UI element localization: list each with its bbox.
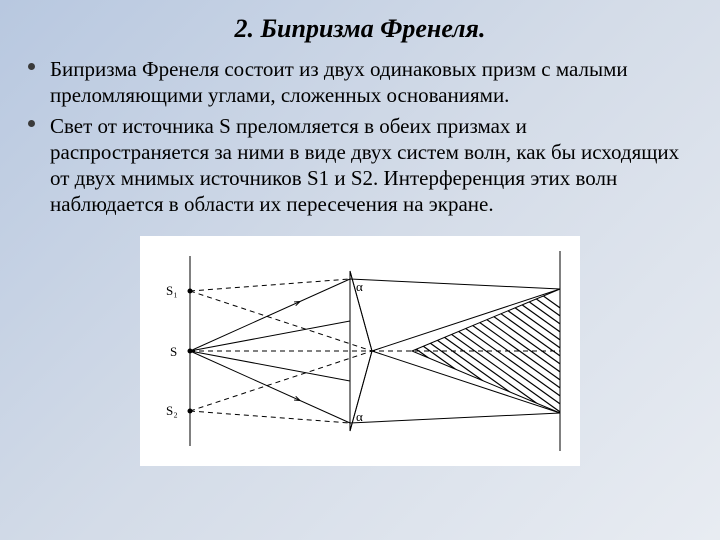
diagram-container: S S₁ S₂ α α (0, 236, 720, 466)
svg-text:S: S (170, 344, 177, 359)
slide-title: 2. Бипризма Френеля. (0, 0, 720, 44)
svg-text:α: α (356, 409, 363, 424)
slide-body: Бипризма Френеля состоит из двух одинако… (0, 44, 720, 218)
fresnel-biprism-diagram: S S₁ S₂ α α (140, 236, 580, 466)
svg-text:S₂: S₂ (166, 403, 178, 418)
bullet-text: Свет от источника S преломляется в обеих… (50, 114, 679, 217)
svg-text:α: α (356, 279, 363, 294)
bullet-dot-icon (28, 63, 35, 70)
svg-text:S₁: S₁ (166, 283, 178, 298)
bullet-2: Свет от источника S преломляется в обеих… (50, 113, 690, 218)
bullet-1: Бипризма Френеля состоит из двух одинако… (50, 56, 690, 109)
bullet-text: Бипризма Френеля состоит из двух одинако… (50, 57, 628, 107)
bullet-dot-icon (28, 120, 35, 127)
